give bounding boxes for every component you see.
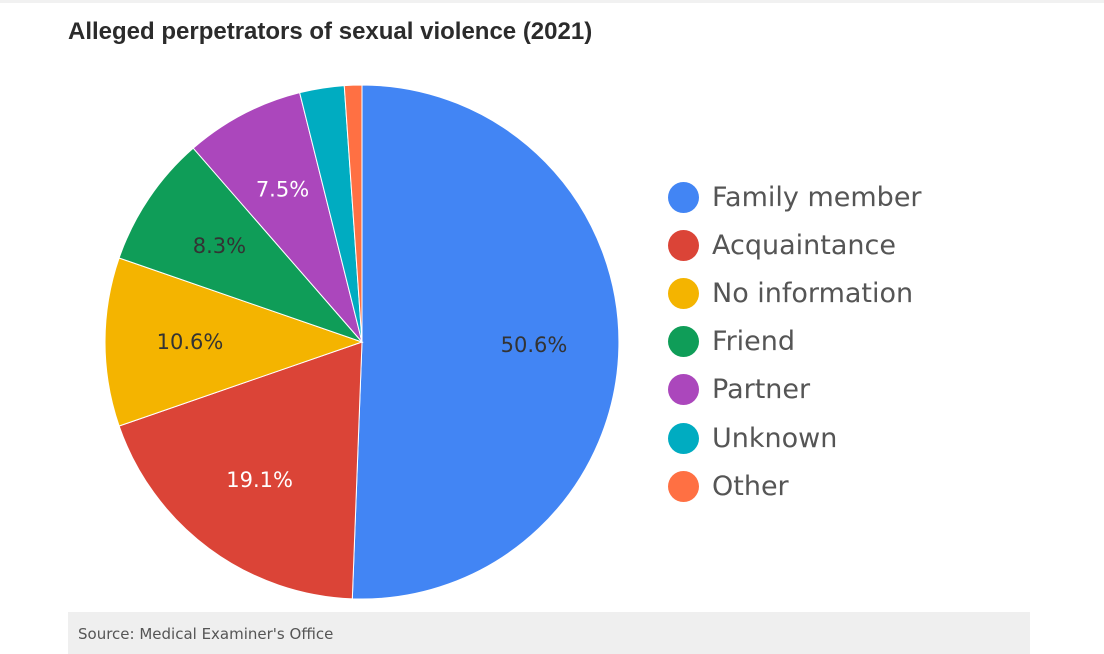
- chart-legend: Family member Acquaintance No information F…: [668, 173, 922, 510]
- legend-label: Other: [712, 470, 789, 502]
- pie-slice-acquaintance[interactable]: [118, 341, 363, 600]
- slice-value-label-acquaintance: 19.1%: [226, 468, 293, 492]
- legend-label: Partner: [712, 374, 811, 406]
- slice-value-label-friend: 8.3%: [193, 234, 246, 258]
- slice-value-label-family-member: 50.6%: [501, 333, 568, 357]
- slice-value-label-no-information: 10.6%: [157, 330, 224, 354]
- legend-item-partner[interactable]: Partner: [668, 366, 922, 414]
- legend-item-friend[interactable]: Friend: [668, 318, 922, 366]
- legend-item-unknown[interactable]: Unknown: [668, 414, 922, 462]
- legend-item-family-member[interactable]: Family member: [668, 173, 922, 221]
- pie-slice-other[interactable]: [343, 84, 363, 343]
- legend-label: Unknown: [712, 422, 838, 454]
- pie-slice-partner[interactable]: [192, 92, 363, 343]
- chart-title: Alleged perpetrators of sexual violence …: [68, 18, 593, 45]
- pie-slice-labels: 50.6% 19.1% 10.6% 8.3% 7.5%: [157, 178, 568, 493]
- source-footer: Source: Medical Examiner's Office: [68, 612, 1030, 654]
- pie-slice-family-member[interactable]: [351, 84, 620, 600]
- legend-item-no-information[interactable]: No information: [668, 269, 922, 317]
- top-divider: [0, 0, 1104, 3]
- legend-item-other[interactable]: Other: [668, 462, 922, 510]
- legend-swatch: [668, 422, 699, 454]
- pie-slices: [104, 84, 620, 600]
- legend-swatch: [668, 326, 699, 358]
- legend-label: Acquaintance: [712, 229, 896, 261]
- legend-swatch: [668, 229, 699, 261]
- legend-item-acquaintance[interactable]: Acquaintance: [668, 221, 922, 269]
- legend-swatch: [668, 374, 699, 406]
- pie-slice-friend[interactable]: [118, 147, 364, 344]
- slice-value-label-partner: 7.5%: [256, 178, 309, 202]
- legend-label: Friend: [712, 326, 796, 358]
- legend-swatch: [668, 181, 699, 213]
- legend-swatch: [668, 277, 699, 309]
- source-note: Source: Medical Examiner's Office: [78, 625, 334, 643]
- legend-label: Family member: [712, 181, 922, 213]
- legend-label: No information: [712, 277, 914, 309]
- pie-slice-no-information[interactable]: [104, 257, 364, 427]
- legend-swatch: [668, 470, 699, 502]
